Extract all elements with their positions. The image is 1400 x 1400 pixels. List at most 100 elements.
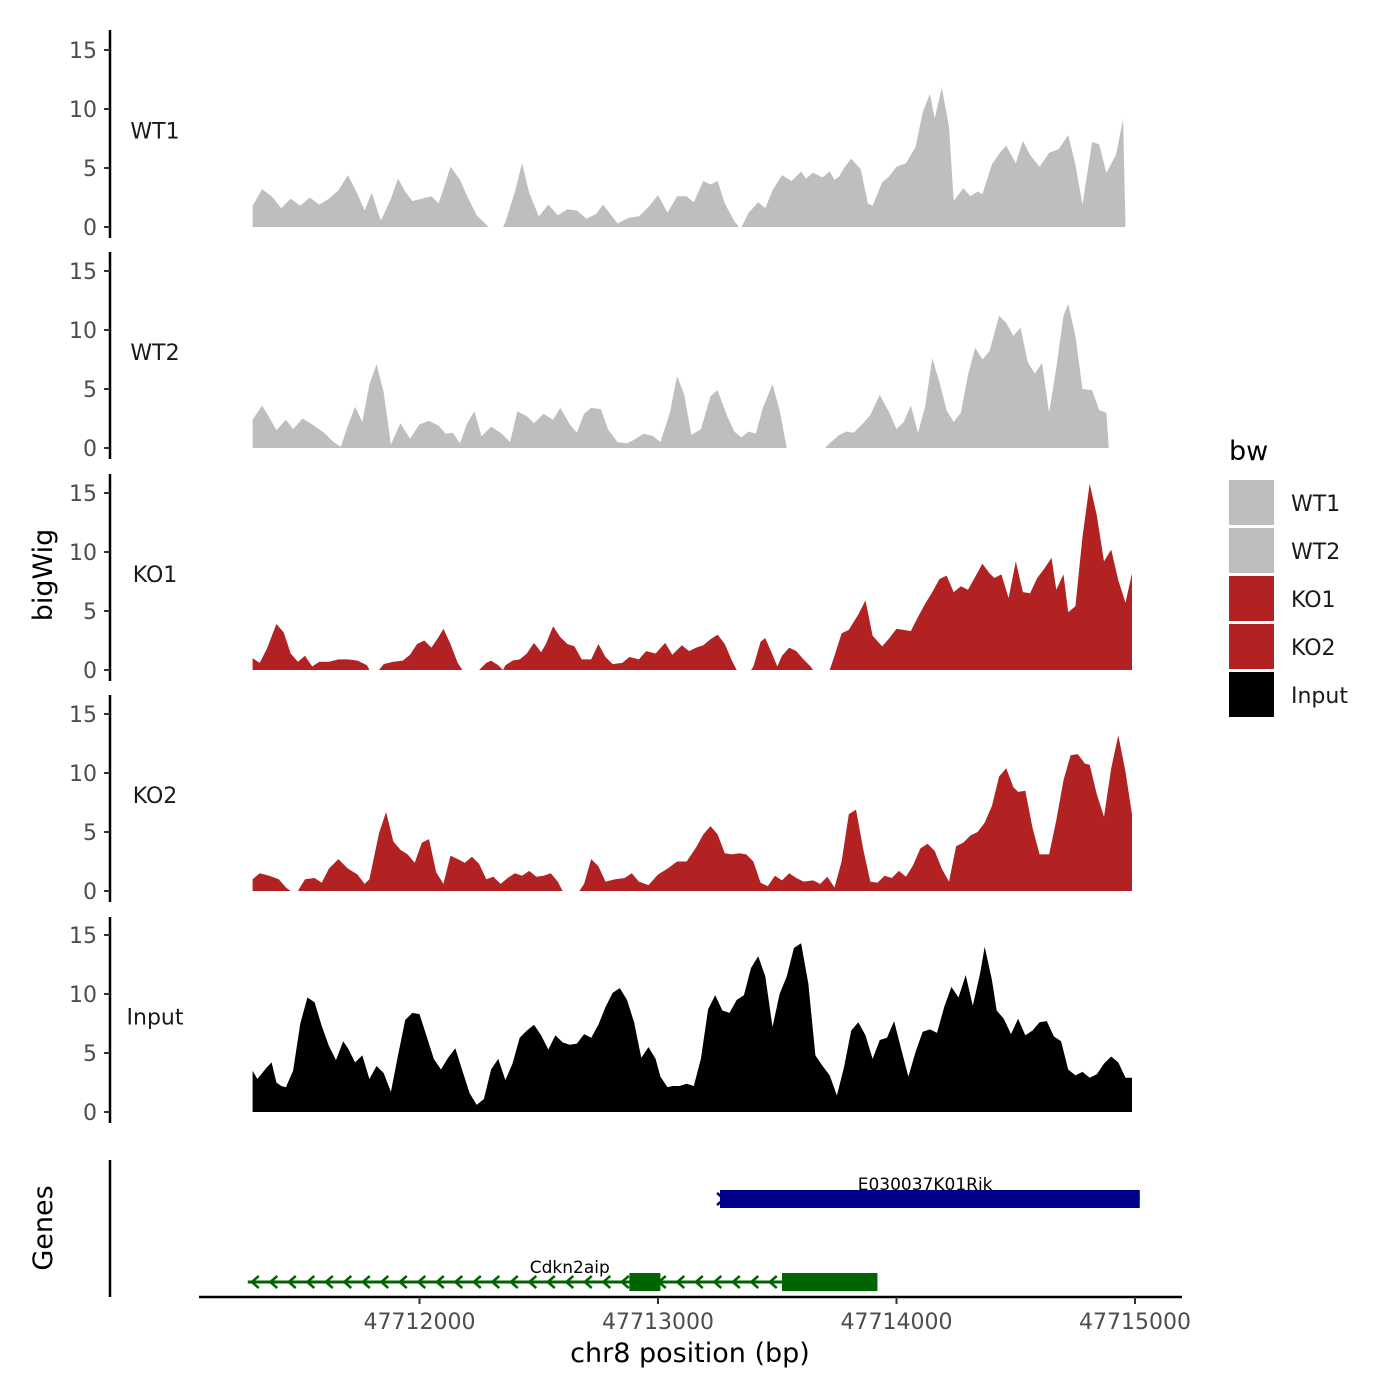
y-tick-label: 0 (83, 880, 97, 905)
gene-strand-arrow (545, 1275, 556, 1289)
x-axis-title: chr8 position (bp) (570, 1338, 810, 1369)
y-tick-label: 15 (69, 39, 97, 64)
gene-strand-arrow (268, 1275, 279, 1289)
y-tick-label: 0 (83, 1101, 97, 1126)
track-label-wt1: WT1 (130, 120, 179, 145)
track-wt1-area-2 (503, 163, 740, 227)
genes-layer: 47712000 47713000 47714000 47715000 E030037K… (108, 1160, 1191, 1335)
genes-axis-title: Genes (28, 1185, 59, 1270)
y-tick-label: 10 (69, 983, 97, 1008)
y-tick-label: 0 (83, 437, 97, 462)
y-tick-label: 15 (69, 924, 97, 949)
track-wt2: 0 5 10 15 WT2 (69, 252, 1109, 462)
axes-layer: bigWig Genes chr8 position (bp) (28, 529, 810, 1369)
gene-strand-arrow (286, 1275, 297, 1289)
gene-strand-arrow (342, 1275, 353, 1289)
track-ko2-area-1 (297, 811, 563, 891)
gene-strand-arrow (323, 1275, 334, 1289)
tracks-layer: 0 5 10 15 WT1 0 5 10 15 WT2 0 5 10 15 KO1 0 5 10 15 KO2 0 5 10… (69, 30, 1133, 1126)
track-ko1-area-4 (829, 483, 1132, 670)
legend-label-ko2: KO2 (1291, 636, 1336, 661)
gene-strand-arrow (619, 1275, 630, 1289)
track-ko2: 0 5 10 15 KO2 (69, 695, 1132, 905)
track-wt1-area-3 (741, 87, 1126, 227)
track-ko2-area-0 (252, 873, 291, 891)
y-tick-label: 5 (83, 378, 97, 403)
legend-label-wt2: WT2 (1291, 540, 1340, 565)
track-label-ko2: KO2 (133, 784, 178, 809)
y-tick-label: 10 (69, 98, 97, 123)
x-tick-label: 47712000 (364, 1310, 476, 1335)
gene-exon (720, 1190, 1140, 1208)
legend-title: bw (1229, 436, 1268, 467)
gene-strand-arrow (564, 1275, 575, 1289)
gene-exon (629, 1273, 661, 1291)
legend-label-input: Input (1291, 684, 1348, 709)
gene-strand-arrow (675, 1275, 686, 1289)
gene-strand-arrow (397, 1275, 408, 1289)
track-wt2-area-0 (252, 364, 787, 448)
legend-label-ko1: KO1 (1291, 588, 1336, 613)
track-label-ko1: KO1 (133, 563, 178, 588)
legend-swatch-wt2 (1229, 528, 1274, 573)
x-tick-label: 47714000 (841, 1310, 953, 1335)
gene-strand-arrow (730, 1275, 741, 1289)
track-wt1-area-1 (371, 166, 489, 227)
legend: bw WT1 WT2 KO1 KO2 Input (1229, 436, 1348, 717)
gene-e030037k01rik: E030037K01Rik (716, 1175, 1140, 1208)
track-ko1-area-1 (379, 628, 463, 670)
legend-swatch-ko2 (1229, 624, 1274, 669)
gene-strand-arrow (305, 1275, 316, 1289)
track-ko2-area-2 (579, 735, 1132, 891)
y-tick-label: 5 (83, 821, 97, 846)
track-wt1: 0 5 10 15 WT1 (69, 30, 1126, 241)
track-input-area-0 (252, 943, 1133, 1112)
y-tick-label: 5 (83, 157, 97, 182)
y-tick-label: 15 (69, 482, 97, 507)
y-axis-title: bigWig (28, 529, 59, 622)
gene-label: Cdkn2aip (530, 1258, 610, 1278)
gene-exon (782, 1273, 878, 1291)
gene-label: E030037K01Rik (858, 1175, 993, 1195)
track-ko1: 0 5 10 15 KO1 (69, 474, 1132, 684)
legend-swatch-input (1229, 672, 1274, 717)
y-tick-label: 5 (83, 600, 97, 625)
gene-strand-arrow (582, 1275, 593, 1289)
gene-strand-arrow (379, 1275, 390, 1289)
y-tick-label: 0 (83, 659, 97, 684)
y-tick-label: 5 (83, 1042, 97, 1067)
gene-cdkn2aip: Cdkn2aip (247, 1258, 878, 1291)
y-tick-label: 10 (69, 319, 97, 344)
x-tick-label: 47715000 (1079, 1310, 1191, 1335)
track-wt1-area-0 (252, 175, 384, 227)
track-label-input: Input (127, 1006, 184, 1031)
gene-strand-arrow (453, 1275, 464, 1289)
gene-strand-arrow (749, 1275, 760, 1289)
y-tick-label: 10 (69, 541, 97, 566)
track-ko1-area-2 (479, 626, 737, 670)
legend-label-wt1: WT1 (1291, 492, 1340, 517)
y-tick-label: 15 (69, 260, 97, 285)
gene-strand-arrow (360, 1275, 371, 1289)
gene-strand-arrow (490, 1275, 501, 1289)
gene-strand-arrow (434, 1275, 445, 1289)
gene-strand-arrow (712, 1275, 723, 1289)
track-wt2-area-1 (825, 304, 1109, 448)
legend-swatch-ko1 (1229, 576, 1274, 621)
y-tick-label: 15 (69, 703, 97, 728)
gene-strand-arrow (471, 1275, 482, 1289)
y-tick-label: 0 (83, 216, 97, 241)
x-tick-label: 47713000 (602, 1310, 714, 1335)
gene-strand-arrow (601, 1275, 612, 1289)
gene-strand-arrow (527, 1275, 538, 1289)
gene-strand-arrow (508, 1275, 519, 1289)
track-ko1-area-3 (751, 638, 813, 670)
gene-strand-arrow (416, 1275, 427, 1289)
legend-swatch-wt1 (1229, 480, 1274, 525)
y-tick-label: 10 (69, 762, 97, 787)
track-input: 0 5 10 15 Input (69, 917, 1133, 1126)
track-ko1-area-0 (252, 624, 370, 670)
gene-strand-arrow (249, 1275, 260, 1289)
track-label-wt2: WT2 (130, 341, 179, 366)
